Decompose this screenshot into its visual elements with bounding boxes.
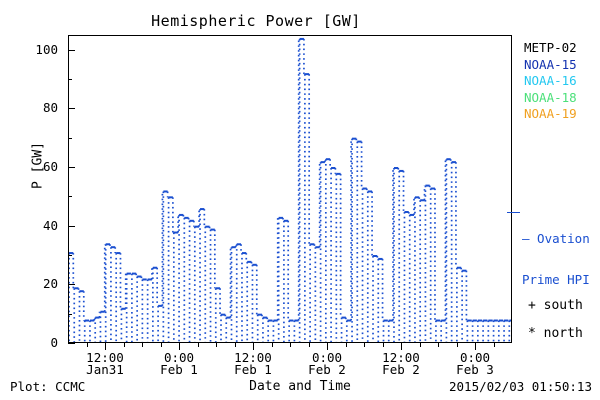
ovation-legend-line1: — Ovation: [522, 231, 590, 246]
ovation-prime-hpi-trace: [69, 37, 511, 342]
y-tick-label: 60: [42, 159, 58, 174]
legend-item-noaa-16: NOAA-16: [524, 73, 577, 88]
x-tick-mark: [216, 343, 217, 347]
x-tick-mark: [123, 343, 125, 347]
x-tick-mark: [364, 343, 365, 347]
x-tick-mark: [271, 343, 273, 347]
x-tick-mark: [401, 343, 402, 350]
y-tick-label: 100: [35, 41, 58, 57]
x-tick-mark: [142, 343, 143, 347]
x-tick-date: Jan31: [86, 362, 124, 377]
y-tick-mark: [68, 225, 75, 227]
x-tick-time: 12:00: [234, 350, 272, 365]
x-tick-mark: [197, 343, 199, 347]
x-tick-mark: [179, 343, 180, 350]
x-tick-date: Feb 1: [234, 362, 272, 377]
y-tick-mark: [68, 284, 75, 286]
x-tick-mark: [327, 343, 328, 350]
legend-item-noaa-15: NOAA-15: [524, 56, 577, 72]
x-tick-time: 0:00: [311, 350, 343, 365]
ovation-legend-line2: Prime HPI: [522, 271, 590, 287]
x-tick-mark: [456, 343, 458, 347]
legend-item-noaa-18: NOAA-18: [524, 89, 577, 105]
x-tick-mark: [475, 343, 476, 350]
legend-item-noaa-19: NOAA-19: [524, 106, 577, 121]
chart-title: Hemispheric Power [GW]: [151, 12, 361, 30]
x-tick-date: Feb 2: [308, 362, 346, 377]
x-tick-label: 12:00 Feb 2: [366, 350, 436, 377]
plot-area: [68, 35, 512, 343]
plot-credit: Plot: CCMC: [10, 379, 86, 394]
ovation-legend: — Ovation Prime HPI: [522, 205, 590, 313]
x-axis-label: Date and Time: [249, 379, 351, 394]
x-tick-mark: [438, 343, 439, 347]
ovation-legend-dash-icon: [507, 212, 520, 213]
x-tick-time: 12:00: [382, 350, 420, 365]
x-tick-mark: [105, 343, 106, 350]
y-tick-minor: [68, 255, 72, 256]
y-tick-label: 20: [42, 276, 58, 292]
x-tick-time: 0:00: [163, 350, 195, 365]
y-tick-minor: [68, 313, 72, 315]
y-tick-mark: [68, 108, 75, 110]
x-tick-mark: [419, 343, 421, 347]
x-tick-label: 0:00 Feb 3: [440, 350, 510, 377]
y-tick-minor: [68, 196, 72, 198]
x-tick-mark: [160, 343, 162, 347]
plot-clip: [69, 36, 511, 342]
x-tick-label: 12:00 Jan31: [70, 350, 140, 377]
x-tick-mark: [345, 343, 347, 347]
x-tick-mark: [290, 343, 291, 347]
legend-north-marker: * north: [528, 326, 583, 341]
x-tick-label: 0:00 Feb 2: [292, 350, 362, 377]
x-tick-mark: [253, 343, 254, 350]
y-tick-label: 80: [42, 100, 58, 116]
x-tick-date: Feb 1: [160, 362, 198, 377]
satellite-legend: METP-02 NOAA-15 NOAA-16 NOAA-18 NOAA-19: [524, 40, 577, 123]
y-tick-mark: [68, 167, 75, 168]
x-tick-label: 0:00 Feb 1: [144, 350, 214, 377]
x-tick-mark: [234, 343, 236, 347]
x-tick-time: 0:00: [459, 350, 491, 365]
x-tick-label: 12:00 Feb 1: [218, 350, 288, 377]
legend-south-marker: + south: [528, 298, 583, 313]
x-tick-mark: [308, 343, 310, 347]
y-tick-mark: [68, 343, 75, 344]
legend-item-metp-02: METP-02: [524, 40, 577, 55]
x-tick-mark: [382, 343, 384, 347]
x-tick-time: 12:00: [86, 350, 124, 365]
y-tick-minor: [68, 137, 72, 139]
plot-timestamp: 2015/02/03 01:50:13: [449, 379, 592, 394]
x-tick-mark: [493, 343, 495, 347]
x-tick-mark: [86, 343, 88, 347]
y-tick-mark: [68, 49, 75, 51]
x-tick-date: Feb 2: [382, 362, 420, 377]
y-tick-label: 40: [42, 217, 58, 233]
x-tick-date: Feb 3: [456, 362, 494, 377]
y-tick-label: 0: [50, 335, 58, 350]
y-tick-minor: [68, 79, 72, 80]
